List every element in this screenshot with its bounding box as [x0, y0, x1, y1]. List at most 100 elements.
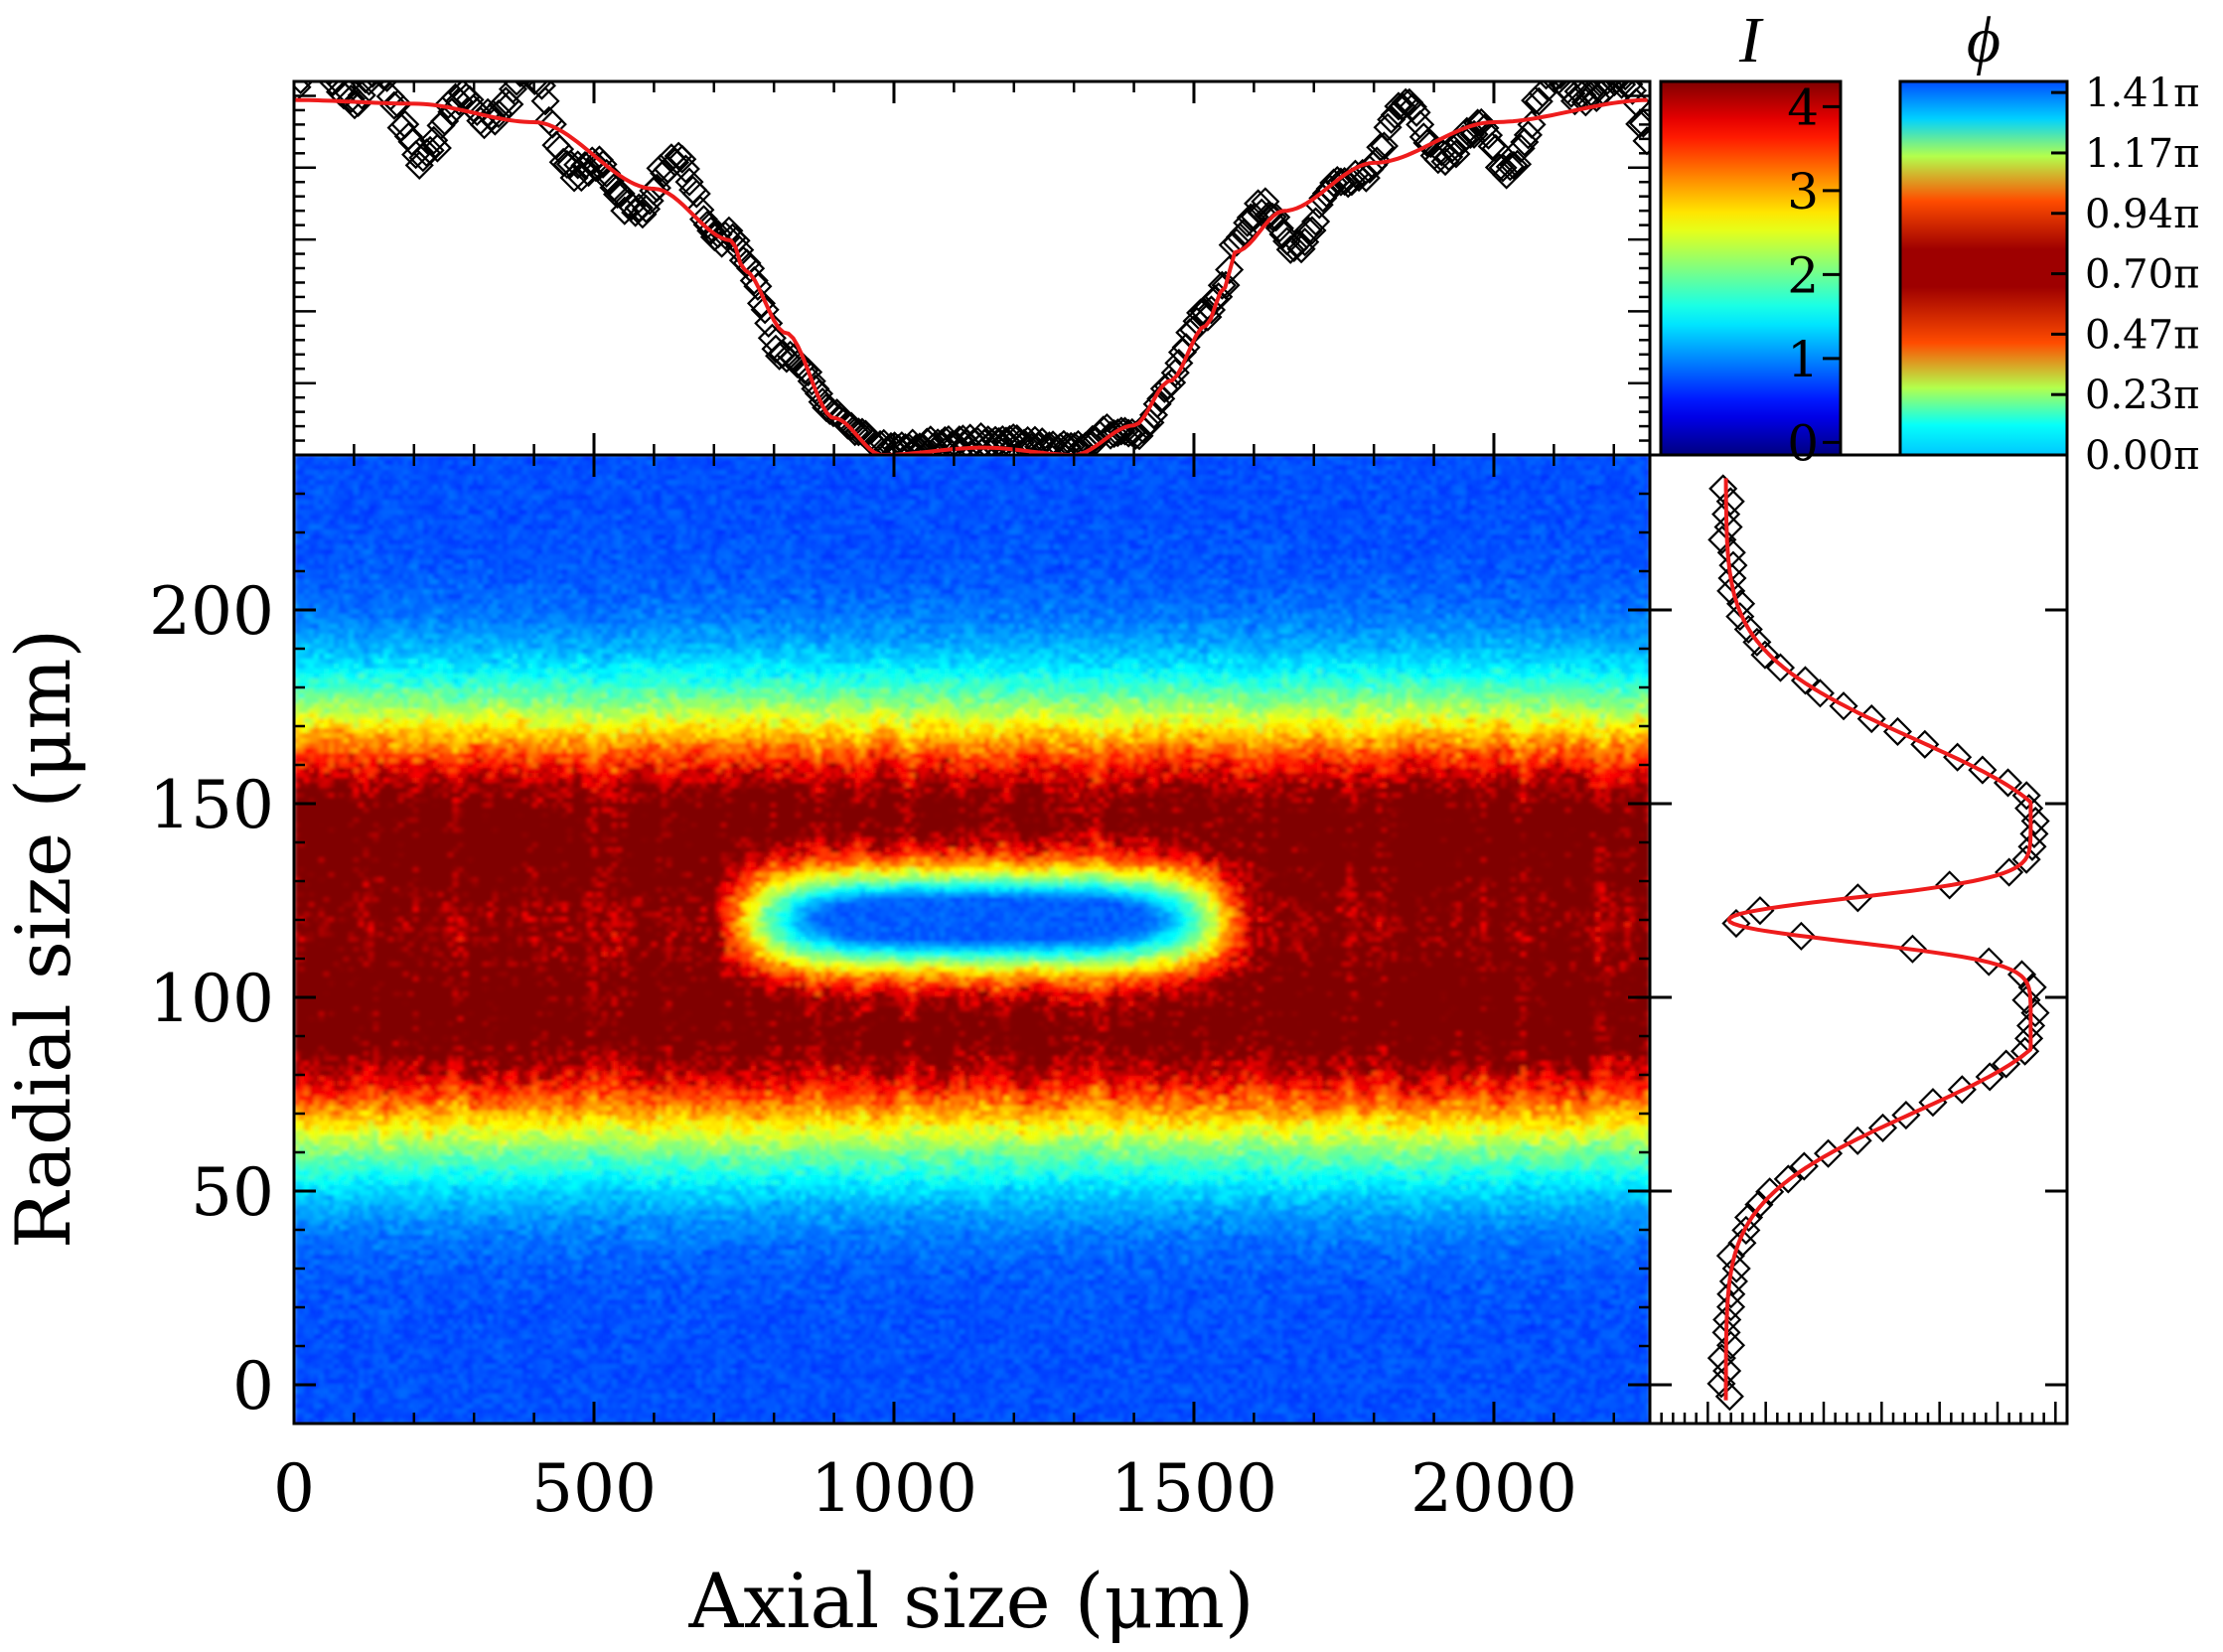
right-data-point — [1935, 870, 1965, 900]
x-tick-label: 500 — [531, 1450, 657, 1527]
right-data-point — [1715, 1292, 1746, 1322]
top-data-point — [1264, 214, 1294, 243]
top-data-point — [309, 48, 335, 74]
right-ticks — [1650, 608, 2067, 1424]
top-fit-curve — [294, 97, 1648, 455]
top-data-point — [520, 81, 549, 96]
main-ticks: 0 500 1000 1500 2000 0 50 100 150 200 — [149, 455, 1650, 1527]
colorbar-phi-tick-label: 0.47π — [2085, 312, 2199, 358]
top-data-point — [382, 89, 413, 119]
right-data-point — [1716, 576, 1746, 606]
top-data-point — [530, 86, 560, 116]
colorbar-I-tick-label: 4 — [1787, 78, 1819, 136]
top-data-point — [714, 216, 744, 245]
top-data-point — [1552, 81, 1555, 83]
top-data-point — [484, 98, 514, 129]
top-data-point — [1293, 216, 1323, 245]
colorbar-phi — [1898, 79, 2069, 457]
top-data-point — [526, 81, 557, 100]
right-data-point — [1714, 1382, 1744, 1412]
x-tick-label: 2000 — [1410, 1450, 1577, 1527]
top-data-point — [306, 43, 332, 69]
right-data-point — [1765, 653, 1796, 682]
top-data-point — [1448, 124, 1478, 154]
top-data-point — [610, 196, 640, 225]
top-data-point — [1326, 167, 1356, 197]
top-data-point — [1593, 81, 1621, 95]
top-data-point — [1615, 81, 1635, 91]
top-data-point — [1186, 298, 1216, 328]
right-data-point — [2017, 973, 2047, 1002]
top-data-point — [681, 179, 711, 209]
top-data-point — [299, 48, 325, 74]
top-data-point — [592, 158, 622, 188]
top-data-point — [631, 194, 662, 224]
top-data-point — [797, 367, 826, 396]
right-data-point — [1708, 474, 1738, 504]
top-data-point — [1492, 160, 1522, 190]
top-data-point — [1524, 86, 1554, 116]
right-data-point — [1786, 921, 1816, 951]
right-data-point — [1706, 1343, 1736, 1373]
top-data-point — [624, 193, 654, 223]
top-data-point — [1211, 270, 1241, 300]
top-data-point — [743, 271, 773, 301]
right-data-point — [2017, 831, 2047, 861]
top-data-point — [1286, 234, 1316, 264]
right-data-point — [1843, 883, 1872, 913]
x-axis-title: Axial size (μm) — [687, 1557, 1254, 1645]
right-data-point — [1707, 525, 1737, 554]
top-data-point — [869, 428, 899, 455]
top-data-point — [1553, 81, 1568, 89]
top-data-point — [1297, 216, 1327, 245]
top-data-point — [1488, 153, 1518, 183]
right-fit-curve — [1723, 478, 2033, 1401]
top-data-point — [1538, 81, 1555, 90]
top-data-point — [519, 53, 544, 78]
x-tick-label: 1500 — [1111, 1450, 1277, 1527]
top-data-point — [1373, 112, 1403, 142]
top-data-point — [1412, 128, 1442, 158]
top-data-point — [840, 417, 870, 447]
top-data-point — [1369, 131, 1399, 161]
top-data-point — [1513, 120, 1543, 150]
colorbar-phi-tick-label: 0.70π — [2085, 252, 2199, 298]
top-data-point — [1528, 81, 1557, 108]
top-data-point — [1384, 91, 1413, 121]
colorbar-phi-tick-label: 1.17π — [2085, 131, 2199, 177]
top-data-point — [588, 149, 618, 179]
right-data-point — [2011, 985, 2041, 1015]
top-data-point — [1510, 127, 1540, 157]
top-data-point — [1351, 163, 1381, 193]
top-data-point — [635, 186, 665, 216]
top-data-point — [415, 135, 445, 165]
top-data-point — [294, 81, 314, 94]
top-data-point — [670, 154, 700, 184]
top-data-point — [366, 81, 379, 88]
top-data-point — [1437, 133, 1467, 163]
x-tick-label: 1000 — [811, 1450, 977, 1527]
right-data-point — [1718, 550, 1748, 580]
top-data-point — [495, 89, 524, 119]
y-tick-label: 50 — [191, 1154, 274, 1231]
colorbar-I-tick-label: 0 — [1787, 414, 1819, 472]
top-data-point — [1275, 234, 1305, 264]
top-data-point — [754, 308, 784, 338]
right-plot-background — [1650, 455, 2067, 1424]
top-data-point — [324, 81, 328, 83]
top-data-point — [302, 37, 328, 63]
top-data-point — [1581, 82, 1611, 112]
colorbar-I-tick-label: 1 — [1787, 331, 1819, 388]
top-data-point — [1570, 87, 1600, 117]
top-data-point — [1617, 81, 1648, 105]
colorbar-phi-title: ϕ — [1967, 4, 2001, 76]
top-data-point — [1402, 97, 1431, 127]
y-axis-title: Radial size (μm) — [0, 629, 87, 1249]
top-data-point — [318, 81, 348, 97]
top-data-point — [355, 81, 383, 96]
top-data-point — [980, 425, 1010, 455]
top-data-point — [1034, 431, 1064, 455]
colorbar-phi-tick-label: 0.23π — [2085, 373, 2199, 418]
right-data-point — [1733, 614, 1763, 645]
